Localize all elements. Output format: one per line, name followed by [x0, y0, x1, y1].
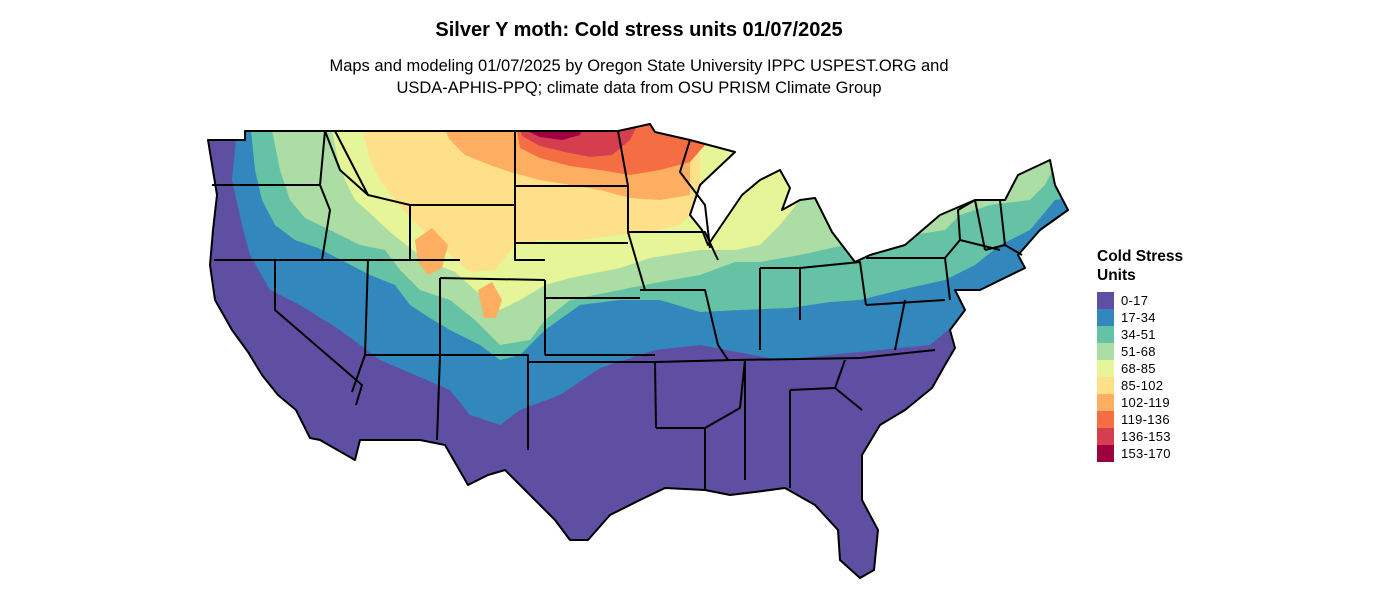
us-cold-stress-map: [207, 123, 1069, 579]
legend-swatch: [1097, 428, 1114, 445]
legend-label: 51-68: [1121, 344, 1156, 359]
legend-swatch: [1097, 445, 1114, 462]
legend-swatch: [1097, 360, 1114, 377]
legend-label: 136-153: [1121, 429, 1171, 444]
legend-items: 0-17 17-34 34-51 51-68 68-85 85-102 102-…: [1097, 292, 1217, 462]
legend-label: 0-17: [1121, 293, 1149, 308]
legend-item: 85-102: [1097, 377, 1217, 394]
state-lines-east: [859, 199, 1023, 359]
legend-swatch: [1097, 411, 1114, 428]
legend-swatch: [1097, 292, 1114, 309]
legend-item: 136-153: [1097, 428, 1217, 445]
legend-item: 68-85: [1097, 360, 1217, 377]
legend-item: 17-34: [1097, 309, 1217, 326]
legend-label: 17-34: [1121, 310, 1156, 325]
legend-item: 51-68: [1097, 343, 1217, 360]
legend-swatch: [1097, 309, 1114, 326]
legend-title-line-2: Units: [1097, 267, 1136, 284]
legend-swatch: [1097, 326, 1114, 343]
legend-item: 102-119: [1097, 394, 1217, 411]
legend-title: Cold Stress Units: [1097, 247, 1217, 285]
state-lines-central: [628, 139, 867, 488]
subtitle-line-1: Maps and modeling 01/07/2025 by Oregon S…: [329, 57, 949, 75]
legend-label: 34-51: [1121, 327, 1156, 342]
legend-label: 119-136: [1121, 412, 1170, 427]
state-lines-west: [212, 130, 546, 450]
legend-item: 0-17: [1097, 292, 1217, 309]
legend-swatch: [1097, 377, 1114, 394]
subtitle-line-2: USDA-APHIS-PPQ; climate data from OSU PR…: [396, 79, 882, 97]
legend-swatch: [1097, 343, 1114, 360]
legend-label: 85-102: [1121, 378, 1164, 393]
legend-title-line-1: Cold Stress: [1097, 248, 1184, 265]
zone-102-119-colorado: [478, 282, 502, 318]
legend-item: 34-51: [1097, 326, 1217, 343]
legend-label: 102-119: [1121, 395, 1170, 410]
map-subtitle: Maps and modeling 01/07/2025 by Oregon S…: [0, 55, 1278, 99]
us-outline: [207, 123, 1069, 579]
map-title: Silver Y moth: Cold stress units 01/07/2…: [435, 19, 843, 41]
legend-swatch: [1097, 394, 1114, 411]
legend-label: 153-170: [1121, 446, 1171, 461]
zone-102-119-wyoming: [415, 228, 448, 275]
legend-label: 68-85: [1121, 361, 1156, 376]
legend: Cold Stress Units 0-17 17-34 34-51 51-68…: [1097, 247, 1217, 462]
legend-item: 119-136: [1097, 411, 1217, 428]
legend-item: 153-170: [1097, 445, 1217, 462]
state-boundaries: [207, 123, 1069, 579]
